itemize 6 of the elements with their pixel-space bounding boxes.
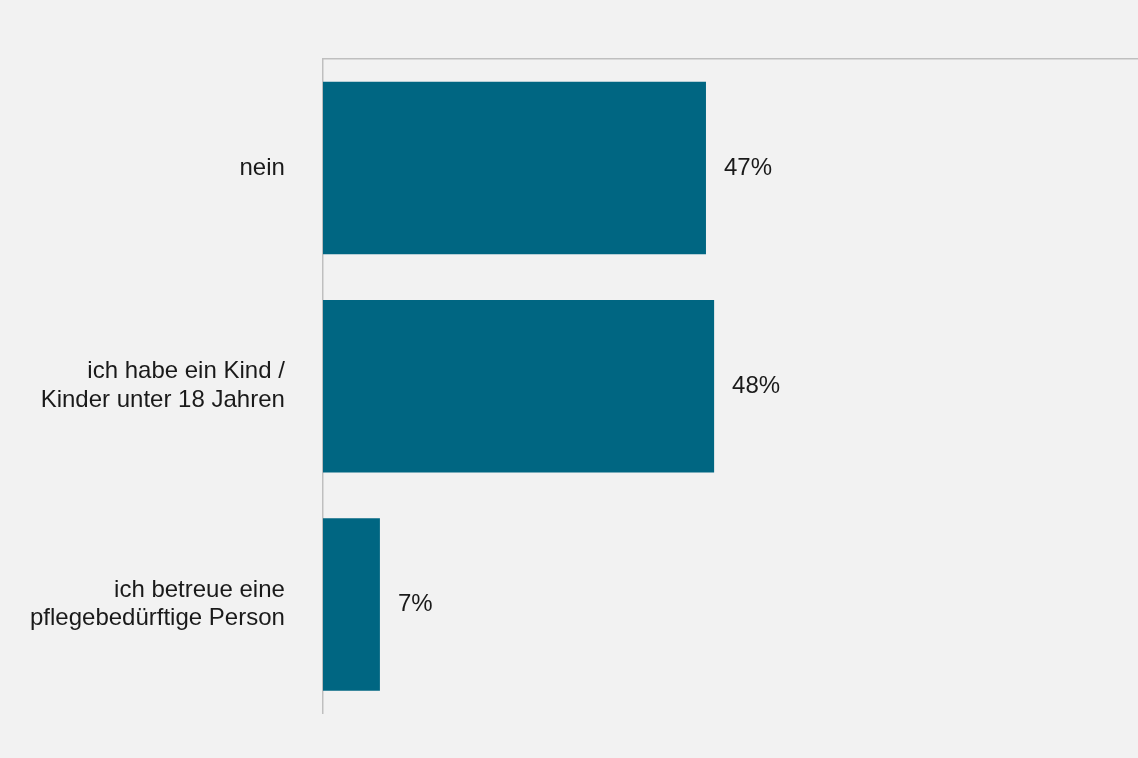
data-label: 7% bbox=[397, 589, 433, 617]
data-label: 48% bbox=[732, 370, 781, 398]
y-tick-label: ich habe ein Kind / Kinder unter 18 Jahren bbox=[40, 356, 286, 413]
y-tick-label: ich betreue eine pflegebedürftige Person bbox=[29, 574, 285, 631]
data-label: 47% bbox=[723, 152, 773, 180]
y-tick-label: nein bbox=[239, 152, 285, 180]
